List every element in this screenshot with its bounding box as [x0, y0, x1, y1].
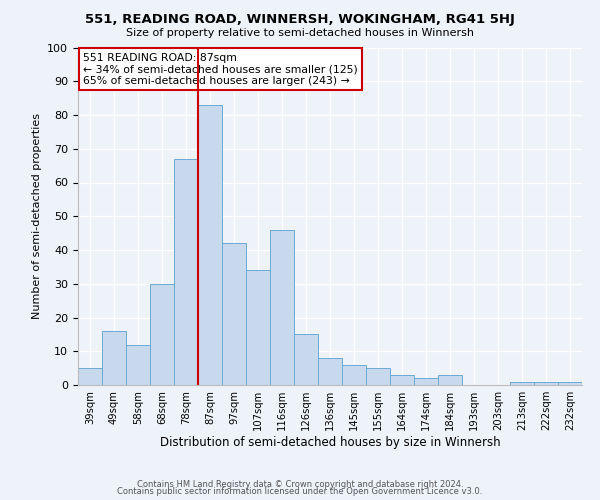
Text: Contains public sector information licensed under the Open Government Licence v3: Contains public sector information licen… — [118, 488, 482, 496]
Text: Contains HM Land Registry data © Crown copyright and database right 2024.: Contains HM Land Registry data © Crown c… — [137, 480, 463, 489]
Bar — [198, 105, 222, 385]
Bar — [438, 375, 462, 385]
Bar — [102, 331, 126, 385]
Bar — [534, 382, 558, 385]
Bar — [390, 375, 414, 385]
Bar — [222, 244, 246, 385]
Bar — [510, 382, 534, 385]
Text: 551, READING ROAD, WINNERSH, WOKINGHAM, RG41 5HJ: 551, READING ROAD, WINNERSH, WOKINGHAM, … — [85, 12, 515, 26]
Text: Size of property relative to semi-detached houses in Winnersh: Size of property relative to semi-detach… — [126, 28, 474, 38]
Bar — [318, 358, 342, 385]
Bar — [270, 230, 294, 385]
Bar — [174, 159, 198, 385]
Y-axis label: Number of semi-detached properties: Number of semi-detached properties — [32, 114, 42, 320]
Bar — [558, 382, 582, 385]
Bar — [126, 344, 150, 385]
Bar — [294, 334, 318, 385]
Bar — [78, 368, 102, 385]
Bar — [246, 270, 270, 385]
Text: 551 READING ROAD: 87sqm
← 34% of semi-detached houses are smaller (125)
65% of s: 551 READING ROAD: 87sqm ← 34% of semi-de… — [83, 52, 358, 86]
Bar — [366, 368, 390, 385]
Bar — [342, 365, 366, 385]
Bar — [150, 284, 174, 385]
Bar — [414, 378, 438, 385]
X-axis label: Distribution of semi-detached houses by size in Winnersh: Distribution of semi-detached houses by … — [160, 436, 500, 449]
